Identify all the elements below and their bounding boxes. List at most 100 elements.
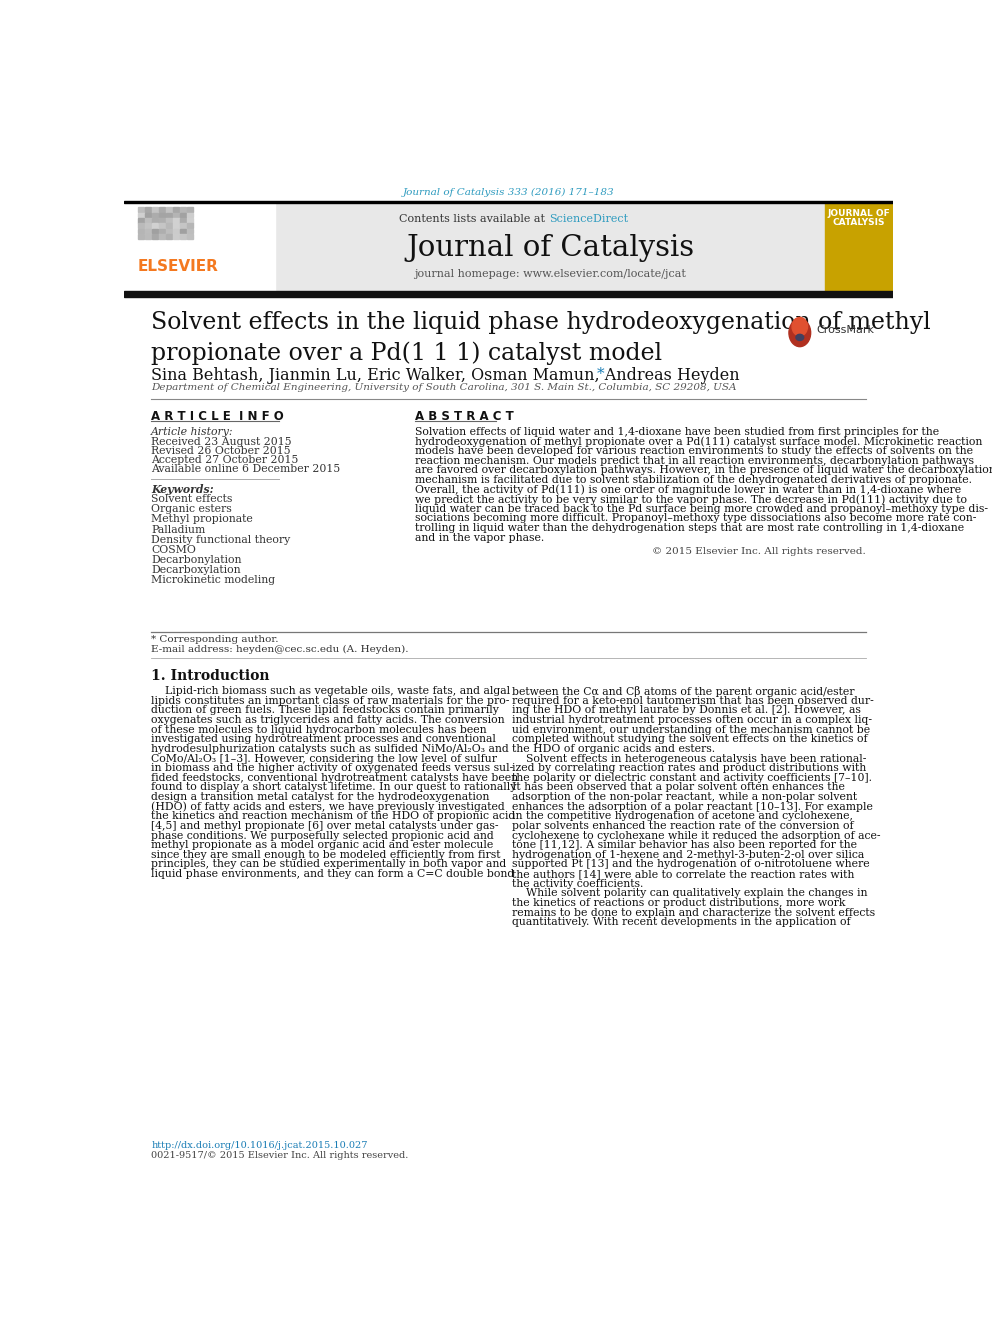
Text: E-mail address: heyden@cec.sc.edu (A. Heyden).: E-mail address: heyden@cec.sc.edu (A. He…: [151, 644, 409, 654]
Bar: [145, 213, 151, 217]
Text: in the competitive hydrogenation of acetone and cyclohexene,: in the competitive hydrogenation of acet…: [512, 811, 852, 822]
Text: (HDO) of fatty acids and esters, we have previously investigated: (HDO) of fatty acids and esters, we have…: [151, 802, 505, 812]
Bar: [145, 208, 151, 212]
Bar: [173, 208, 179, 212]
Text: hydrogenation of 1-hexene and 2-methyl-3-buten-2-ol over silica: hydrogenation of 1-hexene and 2-methyl-3…: [512, 849, 864, 860]
Text: are favored over decarboxylation pathways. However, in the presence of liquid wa: are favored over decarboxylation pathway…: [415, 466, 992, 475]
Bar: [159, 208, 165, 212]
Text: Solvent effects: Solvent effects: [151, 495, 232, 504]
Text: Solvation effects of liquid water and 1,4-dioxane have been studied from first p: Solvation effects of liquid water and 1,…: [415, 427, 938, 437]
Bar: [186, 224, 193, 228]
Bar: [152, 234, 158, 239]
Bar: [166, 234, 172, 239]
Text: * Corresponding author.: * Corresponding author.: [151, 635, 279, 644]
Text: Department of Chemical Engineering, University of South Carolina, 301 S. Main St: Department of Chemical Engineering, Univ…: [151, 382, 737, 392]
Bar: [159, 234, 165, 239]
Text: 0021-9517/© 2015 Elsevier Inc. All rights reserved.: 0021-9517/© 2015 Elsevier Inc. All right…: [151, 1151, 409, 1159]
Text: JOURNAL OF: JOURNAL OF: [827, 209, 890, 218]
Bar: [138, 218, 144, 222]
Bar: [180, 234, 186, 239]
Bar: [180, 213, 186, 217]
Text: liquid water can be traced back to the Pd surface being more crowded and propano: liquid water can be traced back to the P…: [415, 504, 988, 513]
Text: trolling in liquid water than the dehydrogenation steps that are most rate contr: trolling in liquid water than the dehydr…: [415, 523, 964, 533]
Text: Keywords:: Keywords:: [151, 484, 213, 496]
Ellipse shape: [796, 335, 804, 340]
Bar: [145, 224, 151, 228]
Text: ELSEVIER: ELSEVIER: [138, 259, 219, 274]
Bar: [186, 234, 193, 239]
Text: Palladium: Palladium: [151, 524, 205, 534]
Text: liquid phase environments, and they can form a C=C double bond: liquid phase environments, and they can …: [151, 869, 515, 878]
Text: Solvent effects in the liquid phase hydrodeoxygenation of methyl
propionate over: Solvent effects in the liquid phase hydr…: [151, 311, 930, 365]
Bar: [275, 202, 825, 291]
Text: hydrodesulphurization catalysts such as sulfided NiMo/Al₂O₃ and: hydrodesulphurization catalysts such as …: [151, 744, 509, 754]
Text: oxygenates such as triglycerides and fatty acids. The conversion: oxygenates such as triglycerides and fat…: [151, 716, 505, 725]
Text: CrossMark: CrossMark: [816, 324, 875, 335]
Text: Sina Behtash, Jianmin Lu, Eric Walker, Osman Mamun, Andreas Heyden: Sina Behtash, Jianmin Lu, Eric Walker, O…: [151, 366, 740, 384]
Text: remains to be done to explain and characterize the solvent effects: remains to be done to explain and charac…: [512, 908, 875, 918]
Text: methyl propionate as a model organic acid and ester molecule: methyl propionate as a model organic aci…: [151, 840, 493, 851]
Bar: [152, 229, 158, 233]
Bar: [166, 218, 172, 222]
Text: found to display a short catalyst lifetime. In our quest to rationally: found to display a short catalyst lifeti…: [151, 782, 517, 792]
Text: CATALYSIS: CATALYSIS: [832, 218, 885, 228]
Text: completed without studying the solvent effects on the kinetics of: completed without studying the solvent e…: [512, 734, 867, 745]
Text: and in the vapor phase.: and in the vapor phase.: [415, 533, 544, 542]
Bar: [180, 224, 186, 228]
Text: 1. Introduction: 1. Introduction: [151, 669, 270, 683]
Text: uid environment, our understanding of the mechanism cannot be: uid environment, our understanding of th…: [512, 725, 870, 734]
Bar: [186, 213, 193, 217]
Text: Journal of Catalysis: Journal of Catalysis: [406, 234, 694, 262]
Text: *: *: [597, 366, 604, 381]
Ellipse shape: [789, 319, 810, 347]
Bar: [173, 213, 179, 217]
Text: between the Cα and Cβ atoms of the parent organic acid/ester: between the Cα and Cβ atoms of the paren…: [512, 687, 854, 697]
Bar: [159, 229, 165, 233]
Bar: [145, 229, 151, 233]
Text: fided feedstocks, conventional hydrotreatment catalysts have been: fided feedstocks, conventional hydrotrea…: [151, 773, 518, 783]
Bar: [159, 224, 165, 228]
Text: Methyl propionate: Methyl propionate: [151, 515, 253, 524]
Text: quantitatively. With recent developments in the application of: quantitatively. With recent developments…: [512, 917, 850, 927]
Bar: [124, 202, 275, 291]
Bar: [138, 224, 144, 228]
Bar: [159, 213, 165, 217]
Text: While solvent polarity can qualitatively explain the changes in: While solvent polarity can qualitatively…: [512, 888, 867, 898]
Text: tone [11,12]. A similar behavior has also been reported for the: tone [11,12]. A similar behavior has als…: [512, 840, 856, 851]
Text: the kinetics and reaction mechanism of the HDO of propionic acid: the kinetics and reaction mechanism of t…: [151, 811, 516, 822]
Text: mechanism is facilitated due to solvent stabilization of the dehydrogenated deri: mechanism is facilitated due to solvent …: [415, 475, 971, 484]
Bar: [166, 229, 172, 233]
Bar: [138, 234, 144, 239]
Text: CoMo/Al₂O₃ [1–3]. However, considering the low level of sulfur: CoMo/Al₂O₃ [1–3]. However, considering t…: [151, 754, 497, 763]
Text: Microkinetic modeling: Microkinetic modeling: [151, 574, 275, 585]
Text: Revised 26 October 2015: Revised 26 October 2015: [151, 446, 291, 456]
Bar: [186, 208, 193, 212]
Bar: [173, 218, 179, 222]
Bar: [186, 218, 193, 222]
Text: polar solvents enhanced the reaction rate of the conversion of: polar solvents enhanced the reaction rat…: [512, 822, 853, 831]
Ellipse shape: [792, 318, 807, 336]
Text: sociations becoming more difficult. Propanoyl–methoxy type dissociations also be: sociations becoming more difficult. Prop…: [415, 513, 976, 524]
Text: in biomass and the higher activity of oxygenated feeds versus sul-: in biomass and the higher activity of ox…: [151, 763, 514, 773]
Bar: [180, 218, 186, 222]
Text: Solvent effects in heterogeneous catalysis have been rational-: Solvent effects in heterogeneous catalys…: [512, 754, 866, 763]
Text: principles, they can be studied experimentally in both vapor and: principles, they can be studied experime…: [151, 860, 506, 869]
Text: the kinetics of reactions or product distributions, more work: the kinetics of reactions or product dis…: [512, 898, 845, 908]
Bar: [166, 224, 172, 228]
Text: Decarbonylation: Decarbonylation: [151, 554, 242, 565]
Text: Contents lists available at: Contents lists available at: [399, 214, 549, 224]
Text: COSMO: COSMO: [151, 545, 196, 554]
Bar: [180, 229, 186, 233]
Text: ized by correlating reaction rates and product distributions with: ized by correlating reaction rates and p…: [512, 763, 866, 773]
Bar: [186, 229, 193, 233]
Text: supported Pt [13] and the hydrogenation of o-nitrotoluene where: supported Pt [13] and the hydrogenation …: [512, 860, 869, 869]
Bar: [173, 229, 179, 233]
Text: Journal of Catalysis 333 (2016) 171–183: Journal of Catalysis 333 (2016) 171–183: [403, 188, 614, 197]
Text: industrial hydrotreatment processes often occur in a complex liq-: industrial hydrotreatment processes ofte…: [512, 716, 872, 725]
Text: journal homepage: www.elsevier.com/locate/jcat: journal homepage: www.elsevier.com/locat…: [415, 269, 686, 279]
Text: since they are small enough to be modeled efficiently from first: since they are small enough to be modele…: [151, 849, 501, 860]
Text: Accepted 27 October 2015: Accepted 27 October 2015: [151, 455, 299, 466]
Text: Received 23 August 2015: Received 23 August 2015: [151, 437, 292, 447]
Text: the polarity or dielectric constant and activity coefficients [7–10].: the polarity or dielectric constant and …: [512, 773, 872, 783]
Text: models have been developed for various reaction environments to study the effect: models have been developed for various r…: [415, 446, 972, 456]
